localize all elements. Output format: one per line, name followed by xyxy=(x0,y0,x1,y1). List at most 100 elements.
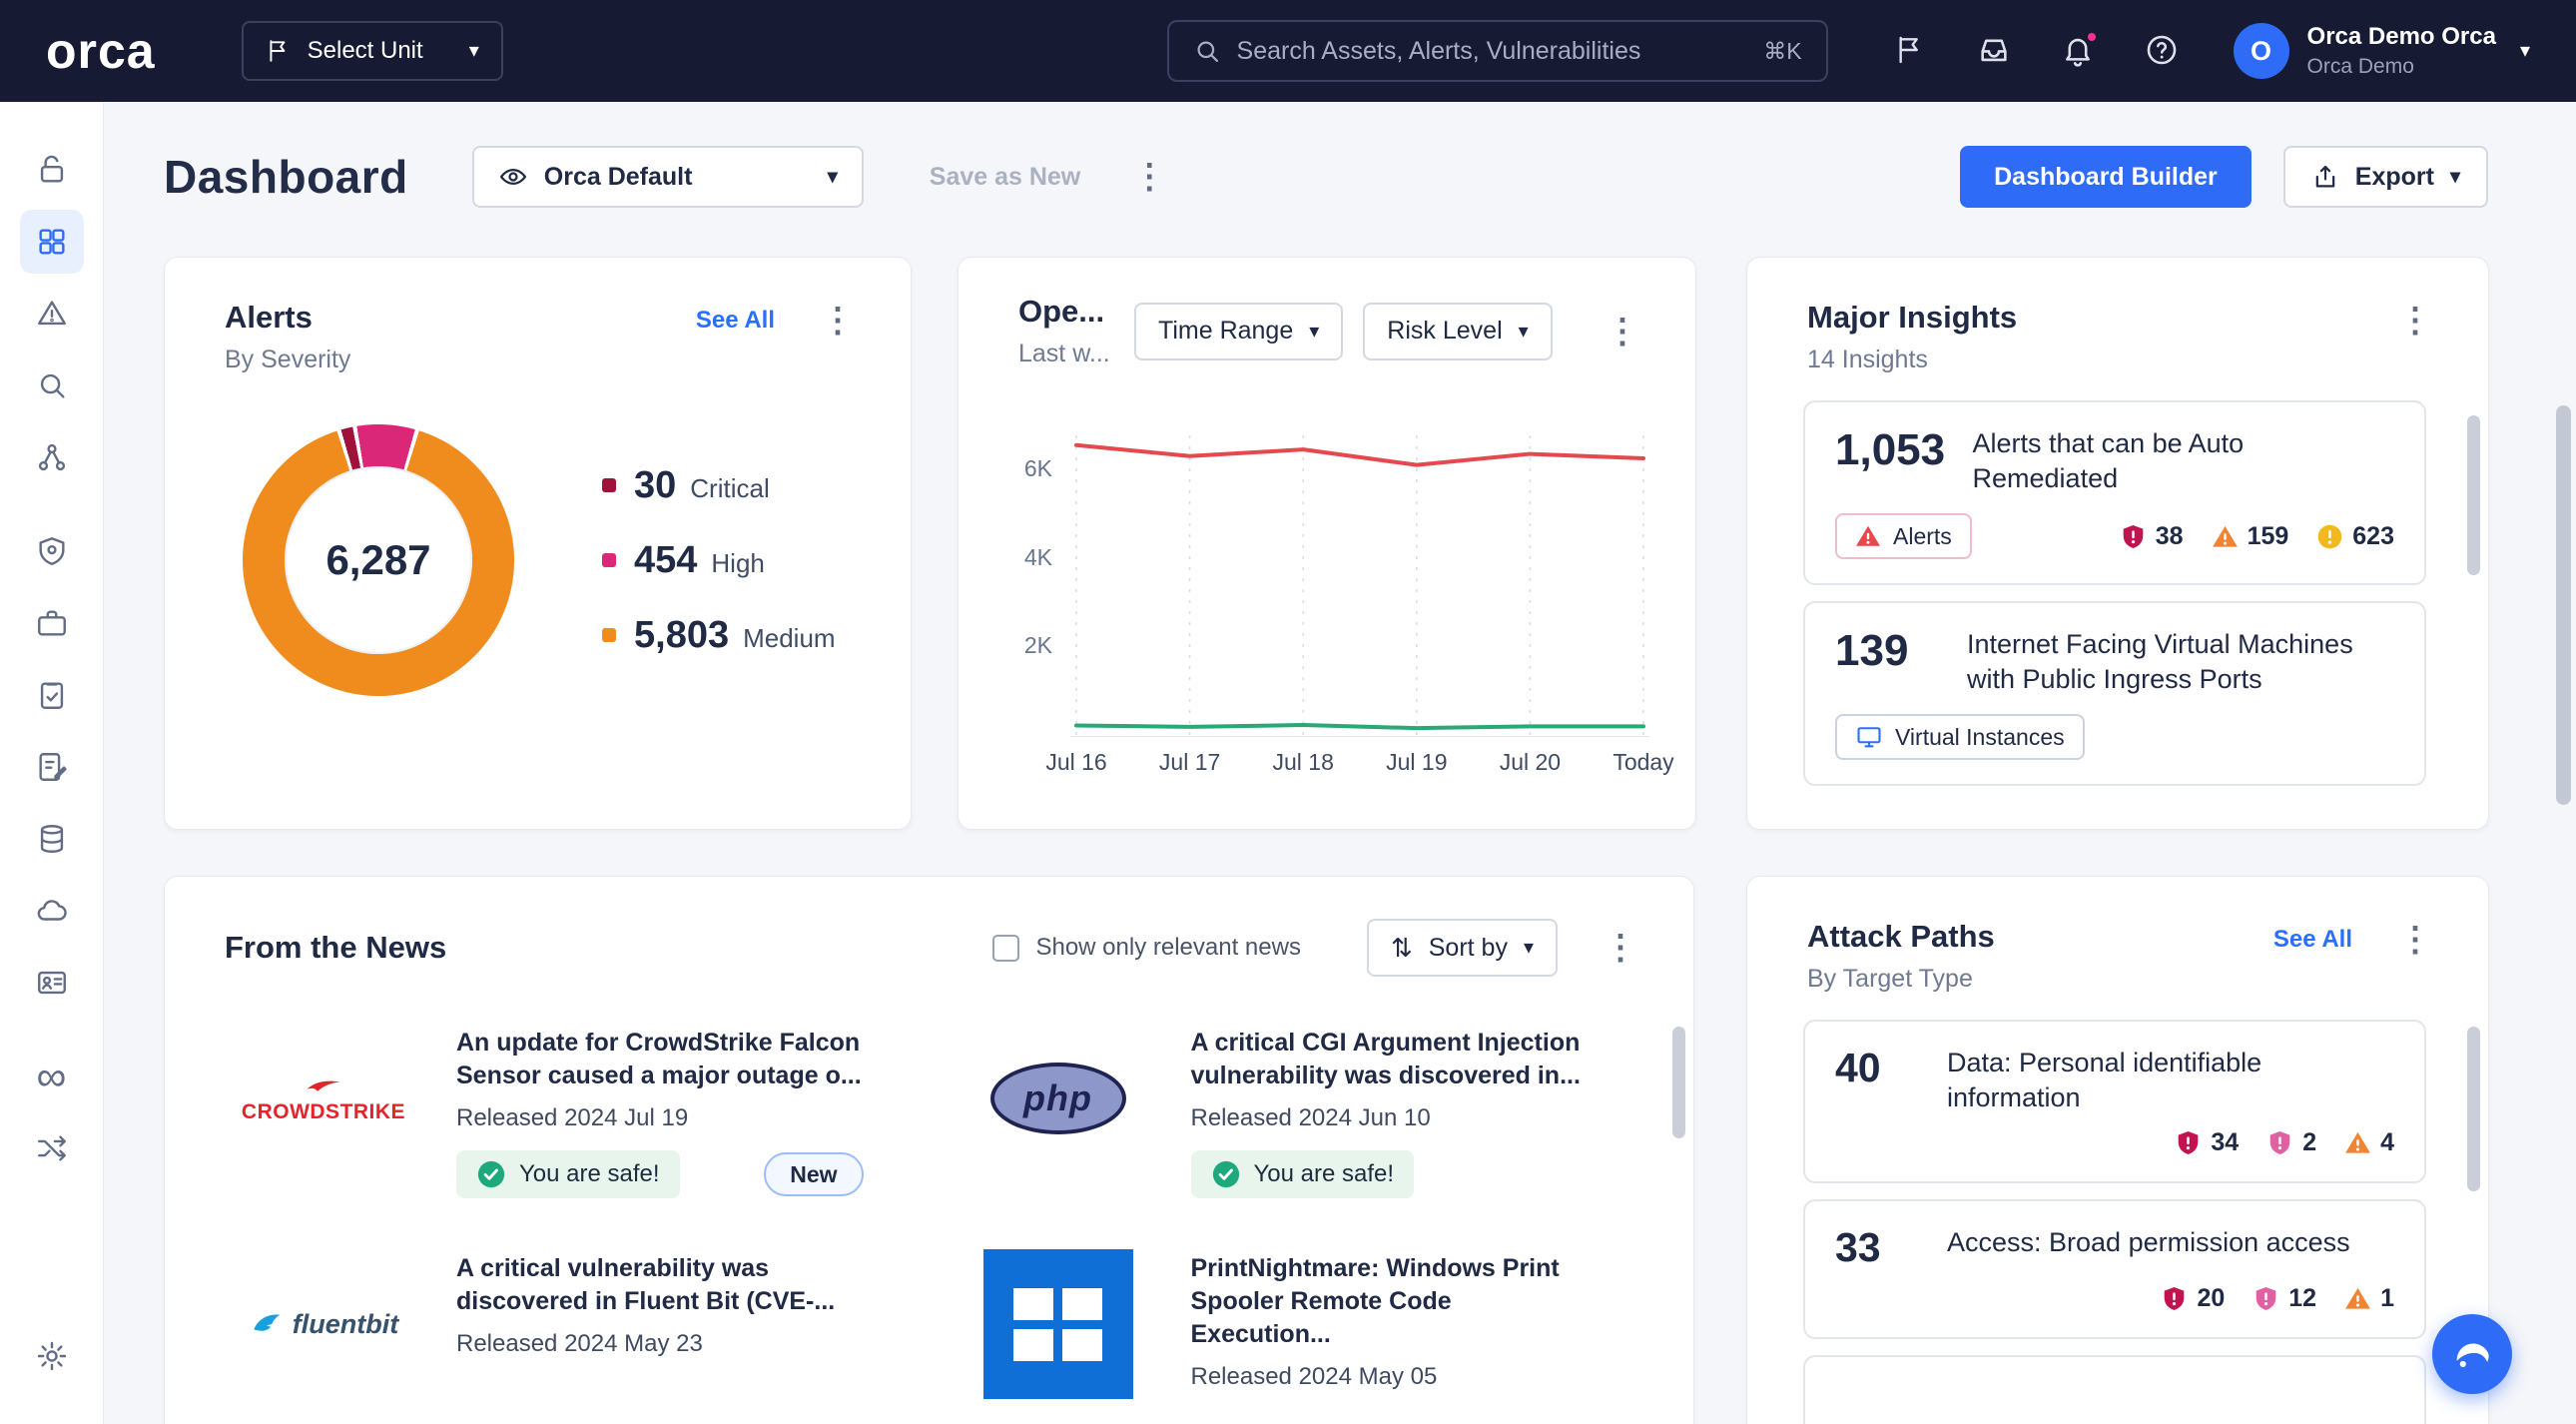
scrollbar-thumb[interactable] xyxy=(2467,415,2480,575)
insight-title: Alerts that can be Auto Remediated xyxy=(1973,426,2394,495)
kebab-menu-button[interactable]: ⋮ xyxy=(1594,927,1647,969)
inbox-button[interactable] xyxy=(1976,33,2012,69)
notifications-button[interactable] xyxy=(2060,33,2096,69)
risk-level-dropdown[interactable]: Risk Level ▾ xyxy=(1363,303,1552,360)
sidebar-item-alerts[interactable] xyxy=(20,282,84,346)
user-menu[interactable]: O Orca Demo Orca Orca Demo ▾ xyxy=(2234,23,2530,79)
time-range-dropdown[interactable]: Time Range ▾ xyxy=(1134,303,1343,360)
kebab-menu-button[interactable]: ⋮ xyxy=(1122,156,1176,198)
kebab-menu-button[interactable]: ⋮ xyxy=(2388,919,2442,961)
inbox-tray-icon xyxy=(1977,33,2011,67)
severity-counts: 20 12 1 xyxy=(2161,1284,2394,1313)
card-subtitle: By Target Type xyxy=(1807,965,1995,994)
severity-donut-chart[interactable]: 6,287 xyxy=(243,424,514,696)
insight-item[interactable]: 1,053 Alerts that can be Auto Remediated… xyxy=(1803,400,2426,585)
alerts-tag-chip[interactable]: Alerts xyxy=(1835,513,1972,559)
dashboard-builder-button[interactable]: Dashboard Builder xyxy=(1960,146,2252,208)
severity-critical: 34 xyxy=(2175,1128,2239,1157)
card-header: Attack Paths By Target Type See All ⋮ xyxy=(1747,877,2488,994)
open-alerts-chart-card: Ope... Last w... Time Range ▾ Risk Level… xyxy=(958,257,1696,830)
news-item[interactable]: php A critical CGI Argument Injection vu… xyxy=(964,1013,1599,1198)
donut-center: 6,287 xyxy=(285,466,472,654)
card-header: Major Insights 14 Insights ⋮ xyxy=(1747,258,2488,374)
kebab-menu-button[interactable]: ⋮ xyxy=(2388,300,2442,342)
attack-path-item-partial[interactable] xyxy=(1803,1355,2426,1424)
severity-count: 20 xyxy=(2197,1284,2225,1313)
chevron-down-icon: ▾ xyxy=(1519,322,1529,342)
sort-by-dropdown[interactable]: ⇅ Sort by ▾ xyxy=(1367,919,1558,977)
notification-dot xyxy=(2085,30,2099,44)
unit-flag-icon xyxy=(266,38,292,64)
help-icon xyxy=(2145,33,2179,67)
relevant-news-checkbox[interactable] xyxy=(992,935,1019,962)
brand-text: CROWDSTRIKE xyxy=(242,1100,405,1124)
sidebar-item-security[interactable] xyxy=(20,519,84,583)
orca-assistant-button[interactable] xyxy=(2432,1314,2512,1394)
sidebar-item-automations[interactable] xyxy=(20,1116,84,1180)
relevant-news-filter: Show only relevant news xyxy=(992,934,1300,962)
insight-item[interactable]: 139 Internet Facing Virtual Machines wit… xyxy=(1803,601,2426,786)
severity-legend: 30 Critical 454 High 5,803 Medium xyxy=(602,464,836,657)
select-unit-dropdown[interactable]: Select Unit ▾ xyxy=(242,21,503,81)
card-title: Alerts xyxy=(225,300,350,336)
sidebar-item-data[interactable] xyxy=(20,807,84,871)
dashboard-view-dropdown[interactable]: Orca Default ▾ xyxy=(472,146,864,208)
news-date: Released 2024 May 05 xyxy=(1191,1363,1599,1391)
severity-high: 12 xyxy=(2253,1284,2316,1313)
save-as-new-button[interactable]: Save as New xyxy=(930,163,1081,192)
shuffle-arrows-icon xyxy=(35,1131,69,1165)
card-title: From the News xyxy=(225,930,446,966)
legend-count: 454 xyxy=(634,539,697,582)
news-title: A critical vulnerability was discovered … xyxy=(456,1252,864,1318)
attack-path-item[interactable]: 40 Data: Personal identifiable informati… xyxy=(1803,1020,2426,1183)
global-search[interactable]: ⌘K xyxy=(1167,20,1828,82)
sidebar-item-dashboard[interactable] xyxy=(20,210,84,274)
news-item[interactable]: fluentbit A critical vulnerability was d… xyxy=(229,1238,864,1410)
see-all-link[interactable]: See All xyxy=(2273,926,2352,954)
clipboard-check-icon xyxy=(35,678,69,712)
chart-series-open-alerts-green xyxy=(1076,725,1643,728)
news-item[interactable]: PrintNightmare: Windows Print Spooler Re… xyxy=(964,1238,1599,1410)
sidebar-item-topology[interactable] xyxy=(20,425,84,489)
sidebar-item-toolbox[interactable] xyxy=(20,591,84,655)
legend-count: 5,803 xyxy=(634,614,729,657)
sidebar-item-cloud[interactable] xyxy=(20,879,84,943)
flag-button[interactable] xyxy=(1892,33,1928,69)
see-all-link[interactable]: See All xyxy=(696,307,775,335)
sidebar-item-reports[interactable] xyxy=(20,735,84,799)
triangle-alert-icon xyxy=(2212,523,2239,550)
legend-item-critical: 30 Critical xyxy=(602,464,836,507)
sidebar-item-discovery[interactable] xyxy=(20,354,84,417)
scrollbar-thumb[interactable] xyxy=(1672,1027,1685,1138)
severity-count: 34 xyxy=(2211,1128,2239,1157)
help-button[interactable] xyxy=(2144,33,2180,69)
line-chart[interactable] xyxy=(1070,427,1649,737)
news-title: A critical CGI Argument Injection vulner… xyxy=(1191,1027,1599,1092)
attack-path-item[interactable]: 33 Access: Broad permission access 20 12 xyxy=(1803,1199,2426,1339)
kebab-menu-button[interactable]: ⋮ xyxy=(1596,311,1649,353)
eye-icon xyxy=(498,162,528,192)
falcon-swoosh-icon xyxy=(304,1072,343,1098)
sidebar-item-integrations[interactable]: ∞ xyxy=(20,1045,84,1108)
news-logo-box: CROWDSTRIKE xyxy=(229,1013,418,1184)
news-item[interactable]: CROWDSTRIKE An update for CrowdStrike Fa… xyxy=(229,1013,864,1198)
sidebar-item-compliance[interactable] xyxy=(20,663,84,727)
page-scrollbar-thumb[interactable] xyxy=(2556,405,2571,805)
export-button[interactable]: Export ▾ xyxy=(2283,146,2488,208)
kebab-menu-button[interactable]: ⋮ xyxy=(811,300,865,342)
scrollbar-thumb[interactable] xyxy=(2467,1027,2480,1191)
toolbox-icon xyxy=(35,606,69,640)
chevron-down-icon: ▾ xyxy=(2450,167,2460,187)
legend-label: Critical xyxy=(690,473,769,504)
severity-critical: 38 xyxy=(2120,522,2184,551)
export-icon xyxy=(2311,163,2339,191)
sidebar-item-identity[interactable] xyxy=(20,951,84,1015)
search-input[interactable] xyxy=(1237,37,1748,66)
relevant-news-label: Show only relevant news xyxy=(1035,934,1300,962)
virtual-instances-tag-chip[interactable]: Virtual Instances xyxy=(1835,714,2085,760)
sidebar-item-lock[interactable] xyxy=(20,138,84,202)
top-navigation-bar: orca Select Unit ▾ ⌘K xyxy=(0,0,2576,102)
sidebar-item-settings[interactable] xyxy=(20,1324,84,1388)
unlock-icon xyxy=(35,153,69,187)
severity-medium: 159 xyxy=(2212,522,2289,551)
